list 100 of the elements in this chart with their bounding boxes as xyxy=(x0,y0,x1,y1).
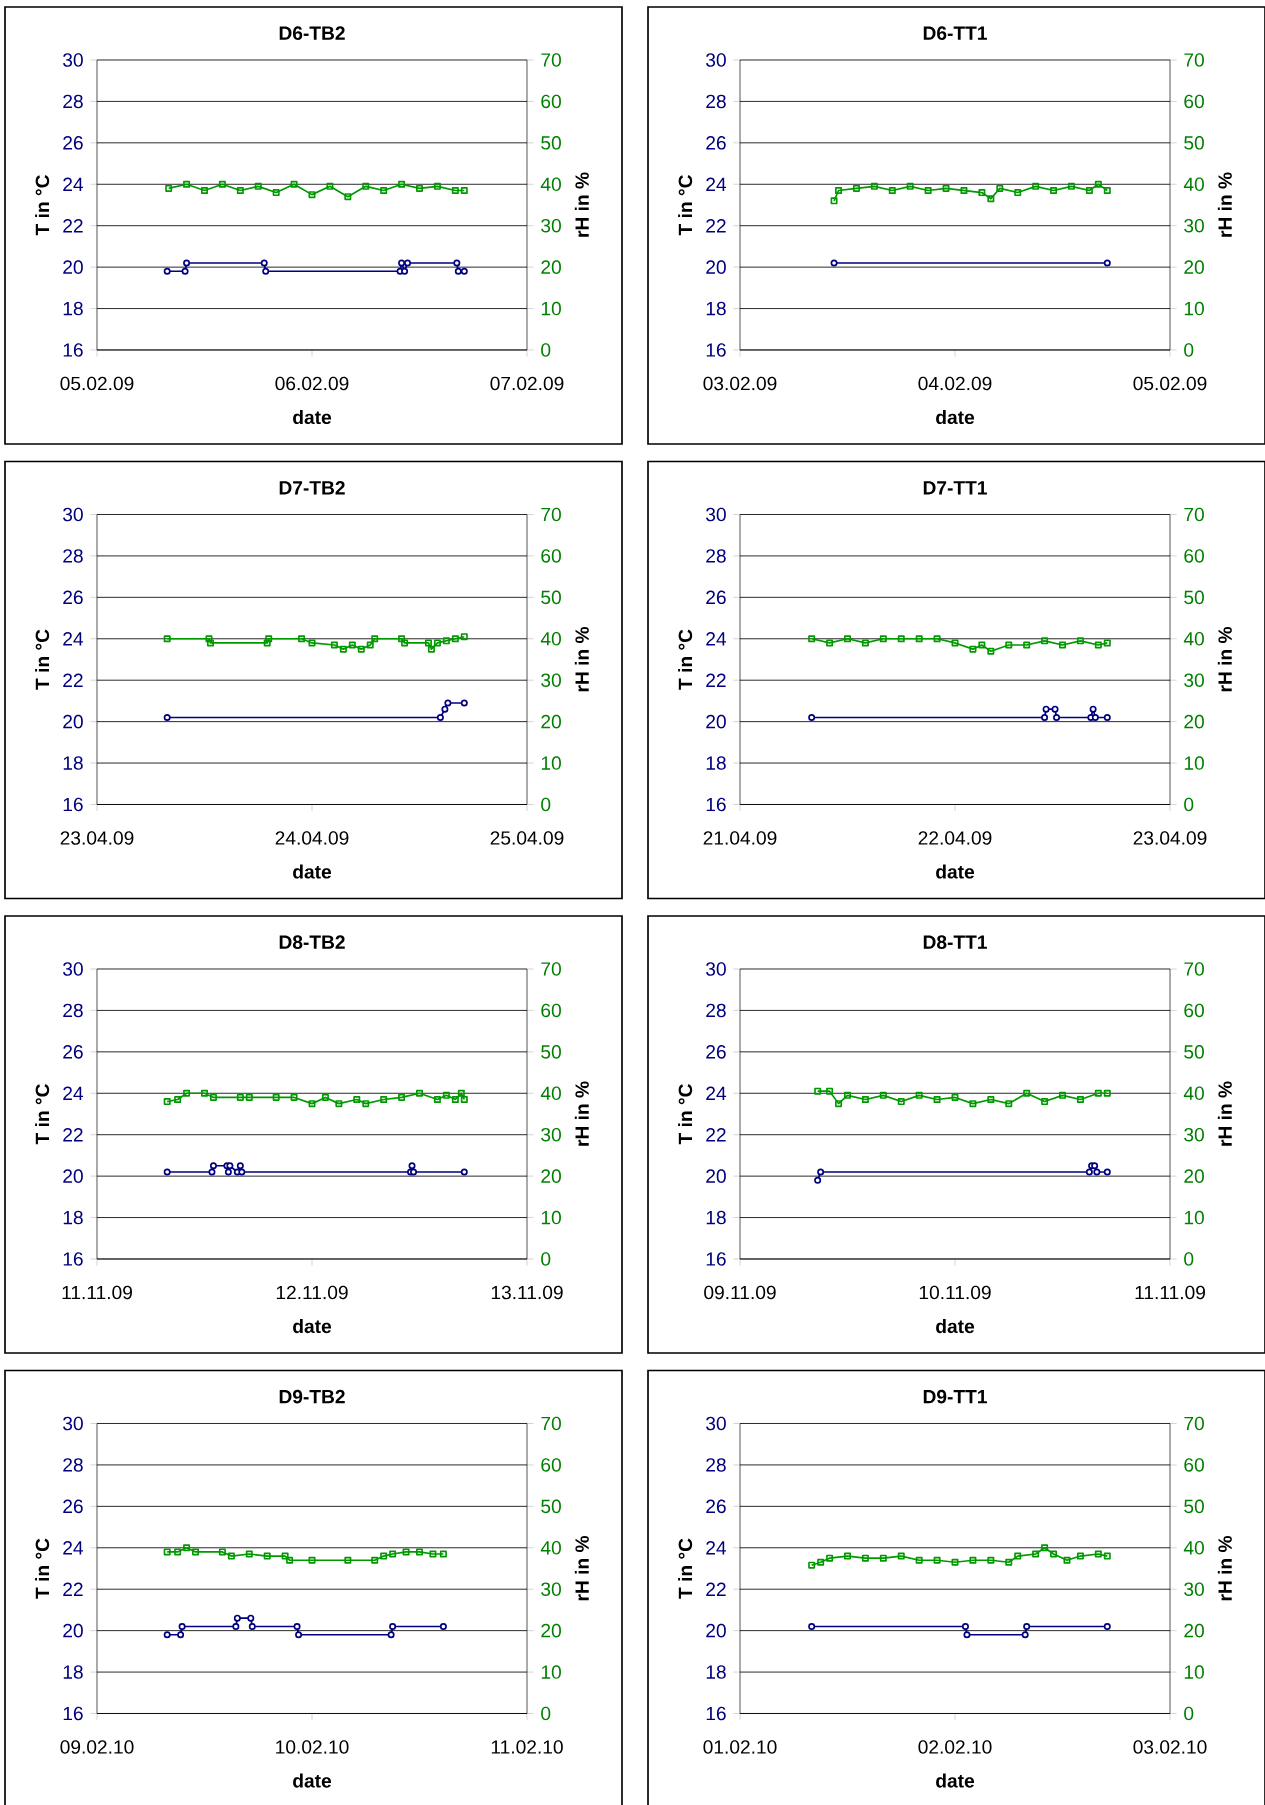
y-tick-label: 20 xyxy=(706,1169,726,1183)
y-tick-label: 26 xyxy=(706,136,726,150)
y-axis-title: T in °C xyxy=(35,1538,50,1599)
y-tick-label: 30 xyxy=(63,962,83,976)
x-tick-label: 11.11.09 xyxy=(1135,1285,1205,1300)
y2-tick-label: 10 xyxy=(541,756,561,770)
y2-tick-label: 20 xyxy=(541,1623,561,1638)
y2-tick-label: 40 xyxy=(540,631,561,646)
x-axis-title: date xyxy=(936,1319,975,1334)
y-tick-label: 24 xyxy=(706,632,727,646)
x-tick-label: 05.02.09 xyxy=(60,376,134,391)
y2-tick-label: 70 xyxy=(1184,962,1204,976)
y2-axis-title: rH in % xyxy=(1217,1536,1232,1601)
y-tick-label: 28 xyxy=(63,94,83,109)
y-tick-label: 22 xyxy=(63,1582,83,1596)
y2-tick-label: 70 xyxy=(541,53,561,67)
y-tick-label: 18 xyxy=(63,1210,83,1225)
y-axis-title: T in °C xyxy=(678,175,693,236)
chart-title: D6-TT1 xyxy=(923,26,987,40)
y-axis-title: T in °C xyxy=(35,1084,50,1145)
y-tick-label: 18 xyxy=(63,756,83,770)
y2-tick-label: 70 xyxy=(541,962,561,976)
y-tick-label: 22 xyxy=(63,1128,83,1142)
y2-tick-label: 40 xyxy=(540,1086,561,1101)
y2-tick-label: 0 xyxy=(541,1706,551,1721)
x-tick-label: 21.04.09 xyxy=(703,831,777,845)
y-tick-label: 20 xyxy=(63,714,83,729)
y2-tick-label: 50 xyxy=(541,136,561,150)
y-tick-label: 16 xyxy=(63,343,83,357)
y-tick-label: 22 xyxy=(63,673,83,687)
x-tick-label: 07.02.09 xyxy=(490,376,564,391)
y-tick-label: 24 xyxy=(706,1541,727,1555)
y-tick-label: 20 xyxy=(706,714,726,729)
y2-tick-label: 10 xyxy=(541,1665,561,1679)
y-tick-label: 24 xyxy=(63,1086,84,1100)
y-tick-label: 18 xyxy=(706,1210,726,1225)
y-tick-label: 30 xyxy=(63,1416,83,1431)
y2-tick-label: 60 xyxy=(1184,549,1204,563)
y-tick-label: 20 xyxy=(706,1623,726,1638)
x-tick-label: 23.04.09 xyxy=(60,831,134,845)
y2-axis-title: rH in % xyxy=(574,1536,589,1601)
y2-tick-label: 40 xyxy=(1183,1540,1204,1555)
y2-tick-label: 50 xyxy=(1184,136,1204,150)
y-tick-label: 26 xyxy=(63,1499,83,1514)
y2-tick-label: 40 xyxy=(540,177,561,192)
y2-tick-label: 10 xyxy=(541,1210,561,1225)
x-tick-label: 09.02.10 xyxy=(60,1740,134,1754)
chart-title: D8-TT1 xyxy=(923,935,987,949)
x-tick-label: 06.02.09 xyxy=(275,376,349,391)
y2-tick-label: 40 xyxy=(1183,177,1204,192)
y-tick-label: 26 xyxy=(63,136,83,150)
y2-tick-label: 50 xyxy=(1184,1045,1204,1059)
y-axis-title: T in °C xyxy=(678,1538,693,1599)
x-tick-label: 11.11.09 xyxy=(62,1285,132,1300)
y-tick-label: 20 xyxy=(63,1169,83,1183)
y-tick-label: 16 xyxy=(706,1252,726,1266)
y2-tick-label: 0 xyxy=(541,1252,551,1266)
y-tick-label: 30 xyxy=(63,507,83,522)
y2-tick-label: 30 xyxy=(1184,673,1204,687)
y-tick-label: 26 xyxy=(63,590,83,605)
chart-title: D6-TB2 xyxy=(279,26,345,40)
y2-tick-label: 0 xyxy=(1184,1706,1194,1721)
y2-tick-label: 50 xyxy=(541,1045,561,1059)
y2-tick-label: 50 xyxy=(1184,1499,1204,1514)
y2-tick-label: 30 xyxy=(541,1582,561,1596)
y-tick-label: 18 xyxy=(706,756,726,770)
y-tick-label: 28 xyxy=(63,1458,83,1472)
y-tick-label: 28 xyxy=(706,1003,726,1018)
y-tick-label: 28 xyxy=(63,549,83,563)
y-tick-label: 26 xyxy=(63,1045,83,1059)
y-tick-label: 30 xyxy=(706,1416,726,1431)
x-tick-label: 12.11.09 xyxy=(276,1285,348,1300)
y-tick-label: 18 xyxy=(706,301,726,316)
y2-axis-title: rH in % xyxy=(1217,627,1232,692)
y-tick-label: 24 xyxy=(63,632,84,646)
y2-tick-label: 10 xyxy=(1184,1665,1204,1679)
y2-tick-label: 30 xyxy=(541,218,561,233)
y-tick-label: 26 xyxy=(706,1045,726,1059)
y-tick-label: 22 xyxy=(706,673,726,687)
y2-tick-label: 20 xyxy=(541,714,561,729)
y2-tick-label: 60 xyxy=(1184,94,1204,109)
y2-tick-label: 60 xyxy=(1184,1003,1204,1018)
x-tick-label: 03.02.09 xyxy=(703,376,777,391)
y2-tick-label: 0 xyxy=(1184,797,1194,812)
chart-title: D7-TT1 xyxy=(923,481,987,495)
y2-tick-label: 40 xyxy=(1183,631,1204,646)
y-tick-label: 16 xyxy=(63,797,83,812)
chart-title: D9-TT1 xyxy=(923,1389,987,1404)
y2-tick-label: 70 xyxy=(541,1416,561,1431)
y-tick-label: 22 xyxy=(706,219,726,233)
y-tick-label: 22 xyxy=(63,219,83,233)
x-tick-label: 10.11.09 xyxy=(919,1285,991,1300)
y-tick-label: 20 xyxy=(706,260,726,274)
y-tick-label: 16 xyxy=(706,343,726,357)
x-tick-label: 04.02.09 xyxy=(918,376,992,391)
y-tick-label: 22 xyxy=(706,1582,726,1596)
y-axis-title: T in °C xyxy=(678,1084,693,1145)
y2-axis-title: rH in % xyxy=(574,1081,589,1146)
y2-tick-label: 10 xyxy=(541,301,561,316)
y-tick-label: 26 xyxy=(706,590,726,605)
